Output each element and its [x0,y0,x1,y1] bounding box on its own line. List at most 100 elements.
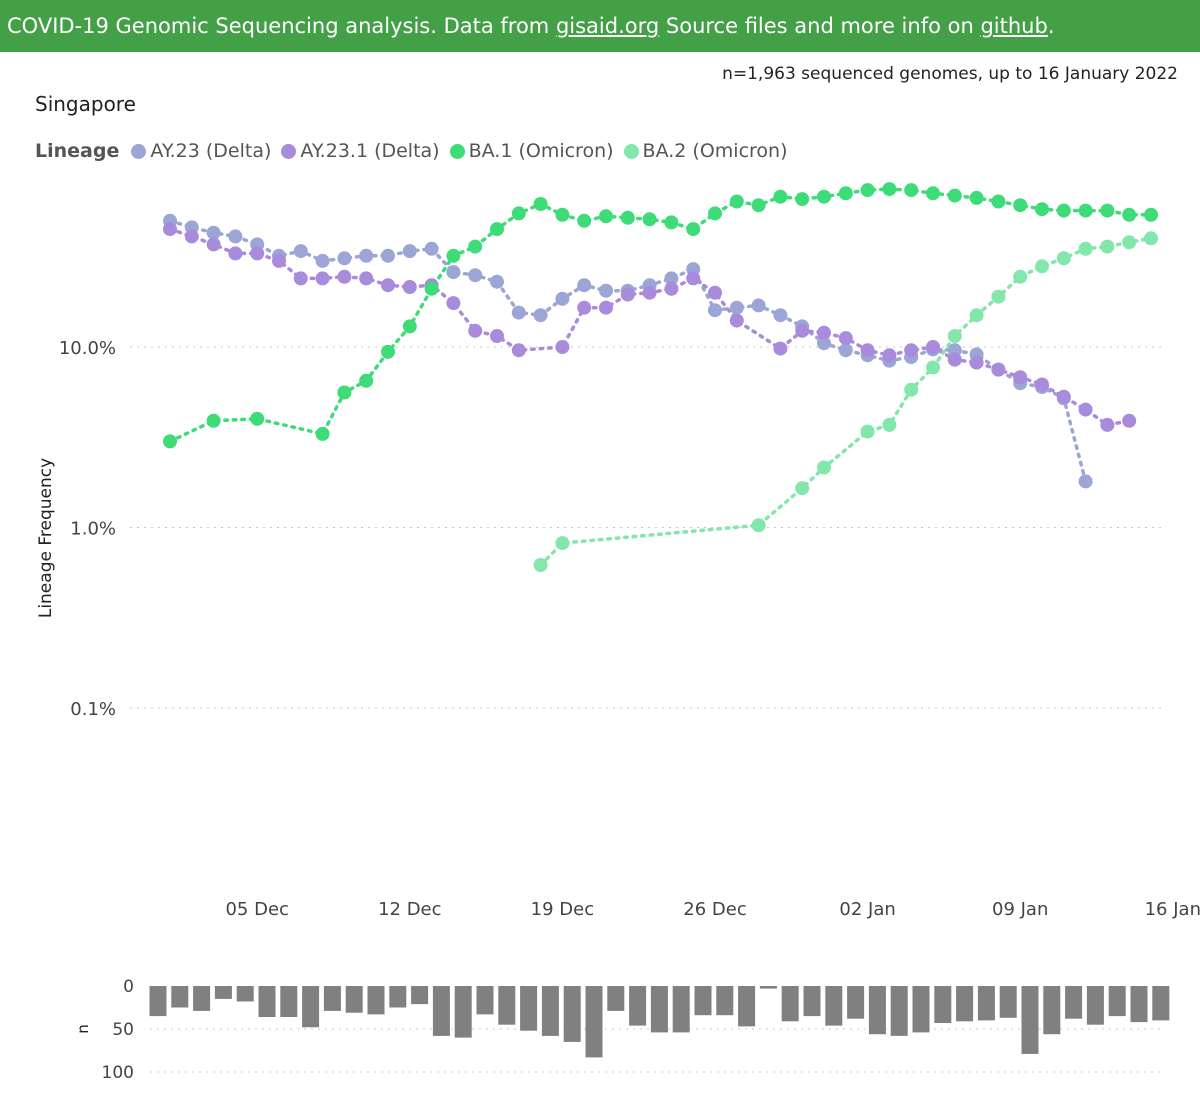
data-point-0 [206,225,221,240]
legend-label-ba2: BA.2 (Omicron) [642,140,788,162]
legend-swatch-ba2 [623,143,639,159]
y-tick-label: 10.0% [59,338,116,359]
legend-item-ay23[interactable]: AY.23 (Delta) [131,140,271,162]
count-bar [912,986,930,1033]
count-bar [868,986,886,1035]
data-point-1 [947,352,962,367]
data-point-1 [511,343,526,358]
count-bar [236,986,254,1002]
data-point-0 [555,291,570,306]
x-tick-label: 16 Jan [1145,899,1200,920]
github-link[interactable]: github [980,14,1048,38]
data-point-1 [904,343,919,358]
data-point-2 [1013,198,1028,213]
count-bar [956,986,974,1022]
count-bar [803,986,821,1017]
legend-item-ba2[interactable]: BA.2 (Omicron) [623,140,788,162]
count-bar [454,986,472,1038]
data-point-2 [1078,203,1093,218]
data-point-0 [511,305,526,320]
y-axis-title: Lineage Frequency [36,458,56,618]
data-point-0 [838,343,853,358]
data-point-1 [184,229,199,244]
count-bar [498,986,516,1025]
count-bar [389,986,407,1008]
count-bar [1130,986,1148,1023]
count-bar [476,986,494,1015]
data-point-0 [599,283,613,298]
data-point-3 [904,382,919,397]
banner-text-2: Source files and more info on [659,14,981,38]
data-point-2 [729,194,744,209]
data-point-3 [795,481,810,496]
count-bar [1065,986,1083,1019]
bar-y-tick-label: 100 [102,1063,134,1083]
data-point-3 [1013,269,1028,284]
x-tick-label: 26 Dec [683,899,746,920]
data-point-1 [664,281,679,296]
legend-swatch-ba1 [449,143,465,159]
y-tick-label: 0.1% [70,699,116,720]
data-point-2 [424,281,439,296]
data-point-2 [206,413,221,428]
data-point-2 [490,222,504,237]
data-point-2 [359,373,374,388]
gisaid-link[interactable]: gisaid.org [555,14,660,38]
data-point-1 [686,271,701,286]
data-point-0 [708,303,722,318]
legend-title: Lineage [35,140,120,162]
data-point-3 [533,558,548,572]
x-tick-label: 05 Dec [225,899,288,920]
legend-item-ay231[interactable]: AY.23.1 (Delta) [281,140,440,162]
data-point-1 [773,341,788,356]
data-point-0 [1078,474,1093,489]
count-bar [1152,986,1170,1021]
count-bar [563,986,581,1042]
data-point-1 [642,285,657,300]
count-bar [781,986,799,1022]
data-point-0 [315,253,330,268]
data-point-0 [402,244,417,259]
count-bar [716,986,734,1016]
x-tick-label: 12 Dec [378,899,441,920]
data-point-2 [381,344,395,359]
x-tick-label: 09 Jan [992,899,1048,920]
data-point-1 [315,271,330,286]
count-bar [280,986,298,1017]
data-point-0 [359,248,374,263]
data-point-0 [293,244,308,259]
legend-item-ba1[interactable]: BA.1 (Omicron) [449,140,614,162]
series-line-2 [168,187,1153,444]
count-bar [432,986,450,1036]
count-bar [672,986,690,1033]
data-point-1 [381,278,395,293]
y-tick-label: 1.0% [70,519,116,540]
count-bar [1021,986,1039,1054]
count-bar [650,986,668,1033]
data-point-2 [664,215,679,230]
sample-count-note: n=1,963 sequenced genomes, up to 16 Janu… [722,64,1178,84]
data-point-0 [424,241,439,256]
count-bar [520,986,538,1031]
count-bar [1108,986,1126,1017]
country-title: Singapore [35,92,136,116]
data-point-1 [969,355,984,370]
count-bar [934,986,952,1023]
data-point-2 [533,197,548,211]
x-tick-label: 02 Jan [839,899,895,920]
data-point-2 [1056,203,1071,218]
data-point-1 [359,271,374,286]
legend-swatch-ay231 [281,143,297,159]
data-point-3 [882,417,897,432]
data-point-1 [795,323,810,338]
count-bar [541,986,559,1036]
data-point-1 [272,253,286,268]
data-point-2 [642,212,657,227]
data-point-1 [1035,377,1049,392]
data-point-1 [1056,389,1071,404]
count-bar [847,986,865,1019]
count-bar [258,986,276,1017]
count-bar [890,986,908,1036]
count-bar [149,986,167,1017]
